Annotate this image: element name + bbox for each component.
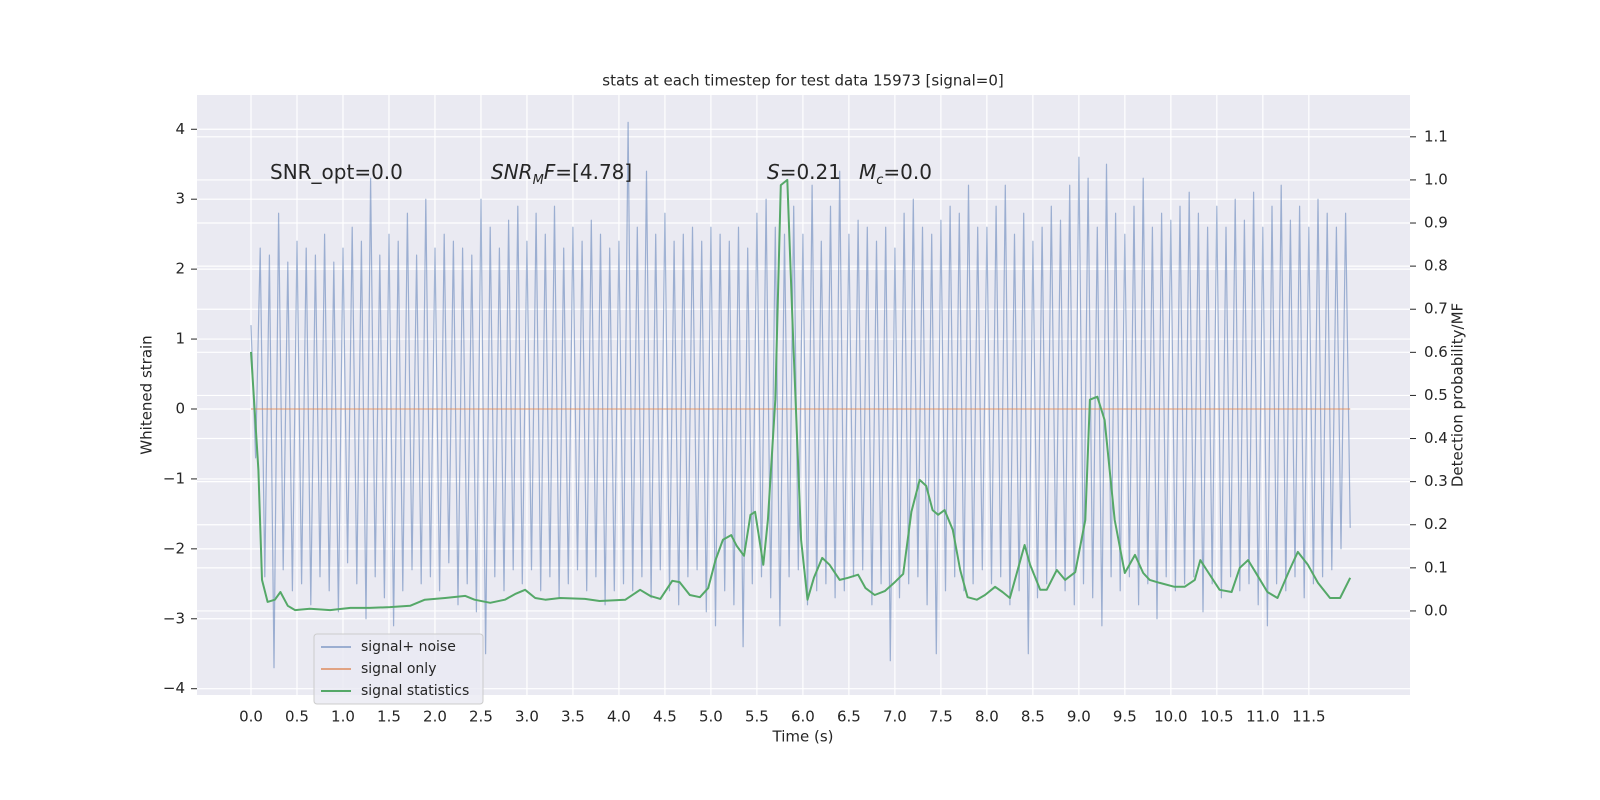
annotation-part: M: [533, 173, 544, 188]
x-tick-label: 7.0: [883, 708, 907, 726]
x-tick-label: 11.0: [1246, 708, 1279, 726]
annotation-part: S: [767, 160, 780, 184]
x-tick-label: 3.0: [515, 708, 539, 726]
annotation-part: F: [544, 160, 556, 184]
x-tick-label: 10.0: [1154, 708, 1187, 726]
y2-tick-label: 0.0: [1424, 601, 1448, 619]
x-tick-label: 6.5: [837, 708, 861, 726]
y2-tick-label: 1.0: [1424, 170, 1448, 188]
x-tick-label: 1.0: [331, 708, 355, 726]
series-line: [250, 178, 1352, 612]
y2-tick-label: 0.9: [1424, 214, 1448, 232]
x-tick-label: 0.5: [285, 708, 309, 726]
y2-axis-label: Detection probability/MF: [1449, 303, 1467, 487]
legend-label: signal only: [361, 661, 436, 677]
x-tick-label: 10.5: [1200, 708, 1233, 726]
x-tick-label: 2.0: [423, 708, 447, 726]
y-tick-label: 0: [175, 399, 185, 417]
annotation-part: c: [876, 173, 883, 188]
y-tick-label: −3: [163, 609, 185, 627]
x-tick-label: 2.5: [469, 708, 493, 726]
y-tick-label: −1: [163, 469, 185, 487]
x-tick-label: 4.0: [607, 708, 631, 726]
x-tick-label: 3.5: [561, 708, 585, 726]
y2-tick-label: 0.2: [1424, 515, 1448, 533]
y-tick-label: −2: [163, 539, 185, 557]
annotation-part: SNR: [491, 160, 533, 184]
annotation-part: =[4.78]: [555, 160, 632, 184]
annotation: SNRMF=[4.78]: [491, 160, 632, 189]
annotation-part: M: [859, 160, 876, 184]
y2-tick-label: 0.5: [1424, 386, 1448, 404]
x-tick-label: 8.5: [1021, 708, 1045, 726]
x-tick-label: 9.5: [1113, 708, 1137, 726]
x-axis-label: Time (s): [772, 728, 834, 746]
y2-tick-label: 0.8: [1424, 257, 1448, 275]
x-tick-label: 5.5: [745, 708, 769, 726]
x-tick-label: 4.5: [653, 708, 677, 726]
x-tick-label: 11.5: [1292, 708, 1325, 726]
annotation: SNR_opt=0.0: [270, 160, 403, 184]
y-tick-label: −4: [163, 679, 185, 697]
series-line: [250, 121, 1351, 669]
annotation: Mc=0.0: [859, 160, 932, 189]
y-tick-label: 3: [175, 190, 185, 208]
y2-tick-label: 0.6: [1424, 343, 1448, 361]
y-axis-label: Whitened strain: [138, 335, 156, 454]
annotation-part: =0.0: [883, 160, 932, 184]
x-tick-label: 8.0: [975, 708, 999, 726]
annotation-part: =0.21: [780, 160, 841, 184]
legend-label: signal statistics: [361, 683, 469, 699]
legend-box: [313, 633, 484, 705]
y2-tick-label: 0.1: [1424, 558, 1448, 576]
y2-tick-label: 0.7: [1424, 300, 1448, 318]
x-tick-label: 1.5: [377, 708, 401, 726]
x-tick-label: 0.0: [239, 708, 263, 726]
y2-tick-label: 1.1: [1424, 127, 1448, 145]
x-tick-label: 7.5: [929, 708, 953, 726]
legend: signal+ noise signal only signal statistic…: [313, 633, 484, 705]
chart-title: stats at each timestep for test data 159…: [602, 72, 1003, 90]
y2-tick-label: 0.3: [1424, 472, 1448, 490]
y-tick-label: 2: [175, 260, 185, 278]
annotation: S=0.21: [767, 160, 841, 184]
x-tick-label: 6.0: [791, 708, 815, 726]
y-tick-label: 1: [175, 330, 185, 348]
annotation-part: SNR_opt=0.0: [270, 160, 403, 184]
x-tick-label: 5.0: [699, 708, 723, 726]
y-tick-label: 4: [175, 120, 185, 138]
legend-label: signal+ noise: [361, 639, 456, 655]
x-tick-label: 9.0: [1067, 708, 1091, 726]
y2-tick-label: 0.4: [1424, 429, 1448, 447]
